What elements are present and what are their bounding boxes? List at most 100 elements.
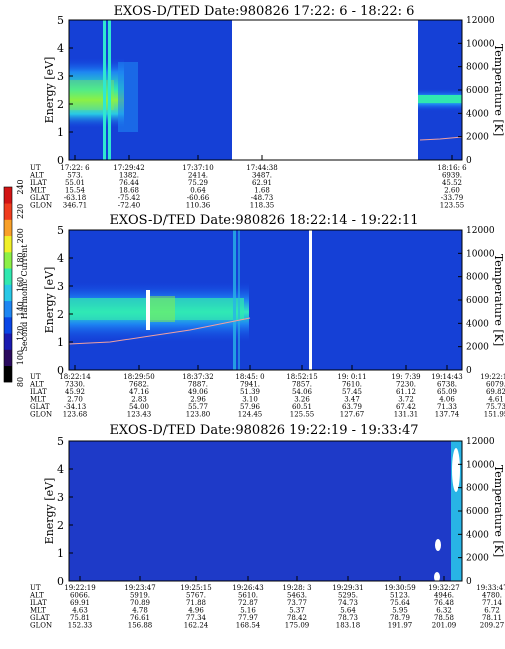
table-cell: 124.45 [238,411,263,419]
table-cell: 123.80 [186,411,211,419]
panel-3-y-ticks: 0 1 2 3 4 5 [57,435,73,588]
y2-tick-label: 6000 [466,86,489,96]
table-cell: 346.71 [63,202,88,210]
y2-tick-label: 8000 [466,63,489,73]
table-row-label: GLAT [30,403,50,411]
table-cell: -75.42 [118,194,140,202]
table-cell: 19:28: 3 [282,584,311,592]
table-cell: 7330. [65,381,85,389]
table-cell: 19: 7:39 [391,373,420,381]
panel-3-saturation-spot [435,539,441,551]
table-cell: 77.97 [238,614,258,622]
colorbar-cells [4,187,12,383]
panel-2-saturation-spot [146,290,150,330]
table-cell: 74.73 [338,599,358,607]
y-tick-label: 0 [57,154,64,167]
table-cell: 6066. [70,592,90,600]
panel-3-saturation-spot [452,448,460,492]
table-cell: 55.77 [188,403,208,411]
table-row-label: UT [30,373,41,381]
y2-tick-label: 10000 [466,39,495,49]
table-cell: 60.51 [292,403,312,411]
table-row-label: MLT [30,607,46,615]
table-cell: 77.34 [186,614,207,622]
table-cell: 3.10 [242,396,258,404]
y-tick-label: 2 [57,308,64,321]
table-cell: 1.68 [254,187,270,195]
table-cell: 6738. [437,381,457,389]
table-cell: 5610. [238,592,258,600]
panel-1-data-gap [232,20,418,160]
table-cell: 7887. [188,381,208,389]
table-cell: 152.33 [68,622,93,630]
y-tick-label: 5 [57,14,64,27]
y2-tick-label: 12000 [466,437,495,447]
colorbar-tick-label: 220 [16,204,25,219]
table-cell: 7230. [396,381,416,389]
table-cell: 5463. [287,592,307,600]
table-cell: 2414. [188,172,208,180]
table-cell: 19:14:43 [431,373,462,381]
y-tick-label: 3 [57,280,64,293]
table-cell: 1382. [119,172,139,180]
panel-2: EXOS-D/TED Date:980826 18:22:14 - 19:22:… [29,213,505,419]
table-cell: 51.39 [240,388,260,396]
table-cell: 4.61 [488,396,504,404]
table-cell: 71.88 [186,599,206,607]
panel-1-band-core [69,80,114,110]
panel-3-edge-band [451,441,462,581]
table-row-label: GLON [30,411,52,419]
y2-tick-label: 4000 [466,109,489,119]
table-cell: 78.11 [482,614,502,622]
panel-2-x-ticks [74,365,463,370]
panel-2-data-gap [309,230,312,370]
table-cell: 54.06 [292,388,313,396]
table-cell: 75.81 [70,614,90,622]
panel-1: EXOS-D/TED Date:980826 17:22: 6 - 18:22:… [29,4,505,210]
table-cell: 19:32:27 [428,584,459,592]
table-cell: 61.12 [396,388,416,396]
y-tick-label: 5 [57,435,64,448]
table-cell: 57.96 [240,403,261,411]
table-cell: 0.64 [190,187,206,195]
table-cell: 78.58 [434,614,454,622]
table-cell: 77.14 [482,599,503,607]
table-cell: 162.24 [184,622,209,630]
table-cell: 5919. [130,592,150,600]
table-cell: 63.79 [342,403,362,411]
panel-3-y2label: Temperature [K] [492,465,505,557]
y2-tick-label: 0 [466,156,472,166]
colorbar-cell [4,252,12,269]
table-cell: 3.72 [398,396,414,404]
panel-1-title: EXOS-D/TED Date:980826 17:22: 6 - 18:22:… [114,4,415,19]
table-cell: 123.43 [127,411,152,419]
panel-1-band-left [69,58,124,128]
table-cell: 191.97 [388,622,413,630]
table-cell: 3487. [252,172,272,180]
colorbar-cell [4,203,12,220]
table-cell: 45.52 [442,179,462,187]
table-cell: 6079. [486,381,505,389]
table-cell: -60.66 [187,194,210,202]
table-cell: 45.92 [65,388,85,396]
table-cell: 19:22:19 [64,584,95,592]
colorbar-tick-label: 120 [16,326,25,341]
colorbar-cell [4,235,12,253]
y-tick-label: 4 [57,42,64,55]
table-cell: 168.54 [236,622,261,630]
colorbar-cell [4,268,12,285]
panel-2-table: UTALTILATMLTGLATGLON18:22:147330.45.922.… [29,373,505,419]
table-cell: 76.48 [434,599,454,607]
table-cell: 47.16 [129,388,150,396]
panel-1-y2-ticks: 0 2000 4000 6000 8000 10000 12000 [458,16,495,166]
table-row-label: MLT [30,396,46,404]
colorbar-cell [4,187,12,204]
panel-3-y2-ticks: 0 2000 4000 6000 8000 10000 12000 [458,437,495,587]
y2-tick-label: 0 [466,577,472,587]
panel-2-plot [68,229,463,371]
table-cell: 19:22:11 [480,373,505,381]
table-cell: 72.87 [238,599,258,607]
table-cell: 18:22:14 [59,373,91,381]
table-cell: 3.47 [344,396,360,404]
